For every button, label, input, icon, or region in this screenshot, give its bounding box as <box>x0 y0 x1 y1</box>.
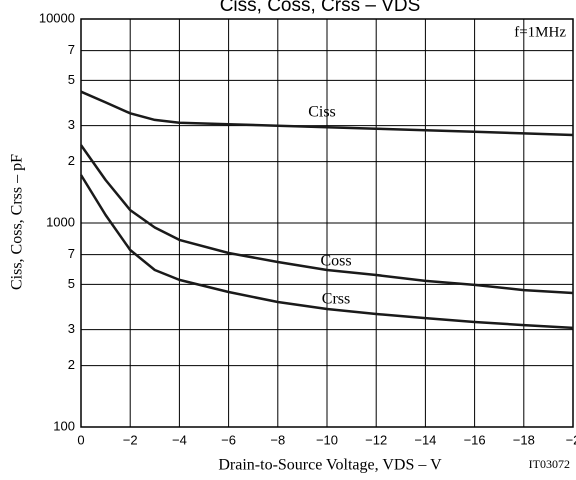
series-label: Coss <box>320 253 351 270</box>
x-tick-label: 0 <box>77 432 84 447</box>
x-tick-label: −2 <box>123 432 138 447</box>
y-tick-label: 2 <box>68 357 75 372</box>
x-tick-label: −12 <box>365 432 387 447</box>
y-tick-label: 2 <box>68 153 75 168</box>
y-tick-label: 5 <box>68 276 75 291</box>
x-tick-label: −18 <box>513 432 535 447</box>
series-line <box>79 144 574 295</box>
chart-title: Ciss, Coss, Crss – VDS <box>220 0 421 16</box>
plot-frame <box>80 18 574 428</box>
y-axis-label: Ciss, Coss, Crss – pF <box>9 154 26 290</box>
y-tick-label: 5 <box>68 72 75 87</box>
x-tick-label: −2 <box>566 432 576 447</box>
y-tick-label: 1000 <box>46 214 75 229</box>
x-tick-label: −4 <box>172 432 187 447</box>
annotation: IT03072 <box>529 457 570 471</box>
y-tick-label: 100 <box>53 418 75 433</box>
x-axis-label: Drain-to-Source Voltage, VDS – V <box>218 457 442 474</box>
series-label: Crss <box>322 291 350 308</box>
x-tick-label: −14 <box>414 432 436 447</box>
series-line <box>79 174 574 330</box>
y-tick-label: 7 <box>68 246 75 261</box>
y-tick-label: 3 <box>68 321 75 336</box>
series-line <box>80 90 574 137</box>
annotation: f=1MHz <box>514 24 566 40</box>
x-tick-label: −8 <box>270 432 285 447</box>
y-tick-label: 10000 <box>39 10 75 25</box>
x-tick-label: −16 <box>464 432 486 447</box>
x-tick-label: −6 <box>221 432 236 447</box>
y-tick-label: 3 <box>68 117 75 132</box>
y-tick-label: 7 <box>68 42 75 57</box>
x-tick-label: −10 <box>316 432 338 447</box>
series-label: Ciss <box>308 104 336 121</box>
